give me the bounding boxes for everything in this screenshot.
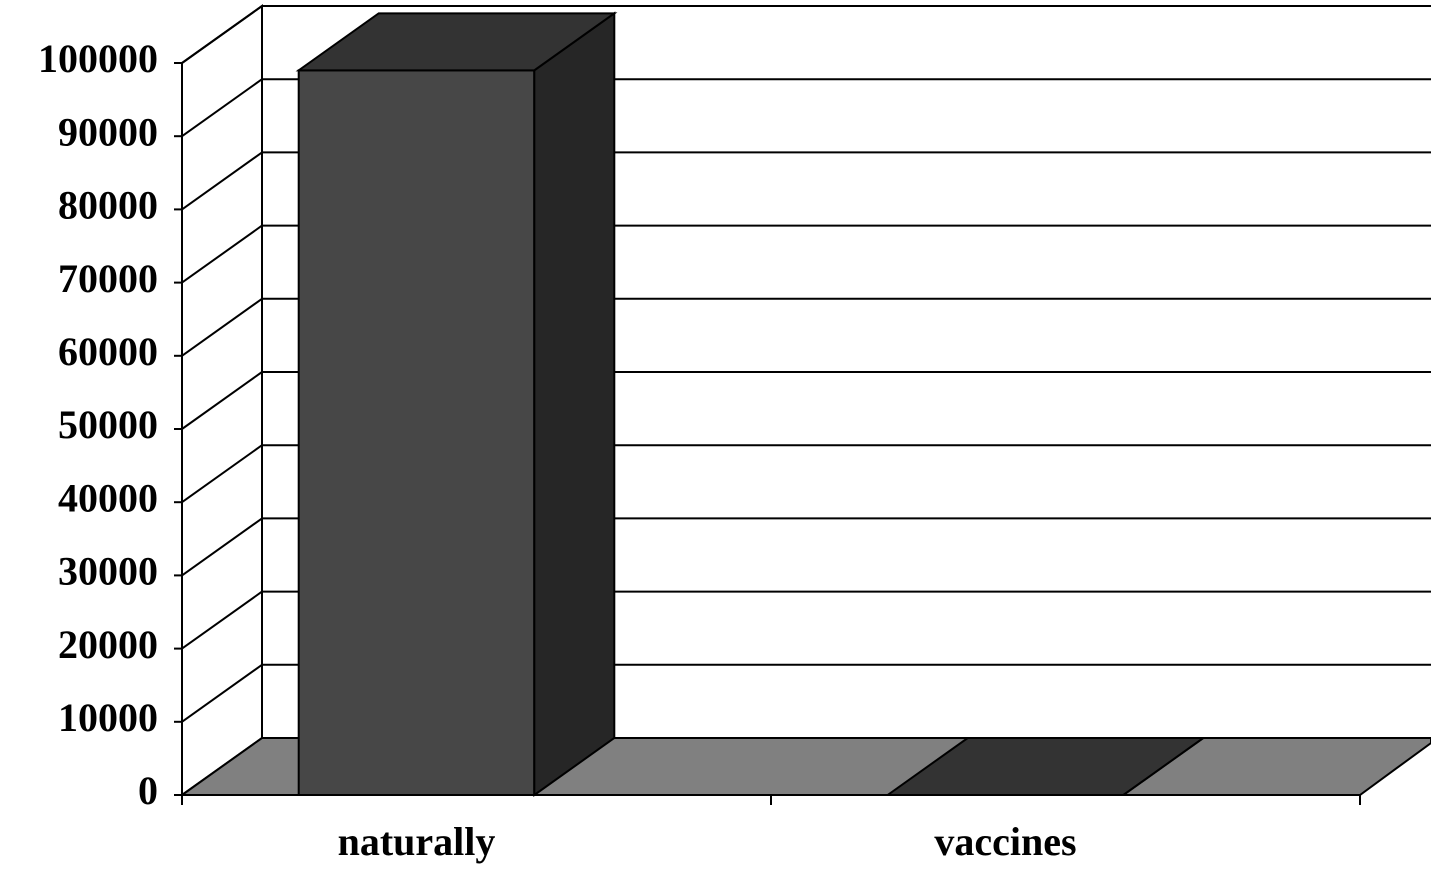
grid-line <box>181 517 263 577</box>
y-tick-label: 70000 <box>58 256 158 301</box>
grid-line <box>181 224 263 284</box>
y-tick-label: 30000 <box>58 549 158 594</box>
bar-top <box>884 737 1207 796</box>
x-tick-label: naturally <box>338 819 496 864</box>
y-tick-label: 80000 <box>58 183 158 228</box>
bar-side <box>533 11 616 797</box>
bar-front <box>297 69 536 796</box>
y-tick-label: 0 <box>138 768 158 813</box>
grid-line <box>181 78 263 138</box>
x-tick-label: vaccines <box>934 819 1076 864</box>
grid-line <box>181 663 263 723</box>
y-tick-label: 100000 <box>38 36 158 81</box>
y-tick-label: 60000 <box>58 329 158 374</box>
grid-line <box>181 297 263 357</box>
grid-line <box>181 5 263 64</box>
bar-top <box>295 12 618 72</box>
y-tick-label: 20000 <box>58 622 158 667</box>
grid-line <box>181 590 263 650</box>
y-tick-label: 40000 <box>58 475 158 520</box>
grid-line <box>181 151 263 211</box>
y-tick-label: 10000 <box>58 695 158 740</box>
y-tick-label: 90000 <box>58 109 158 154</box>
grid-line <box>181 444 263 504</box>
grid-line <box>181 371 263 430</box>
y-tick-label: 50000 <box>58 402 158 447</box>
